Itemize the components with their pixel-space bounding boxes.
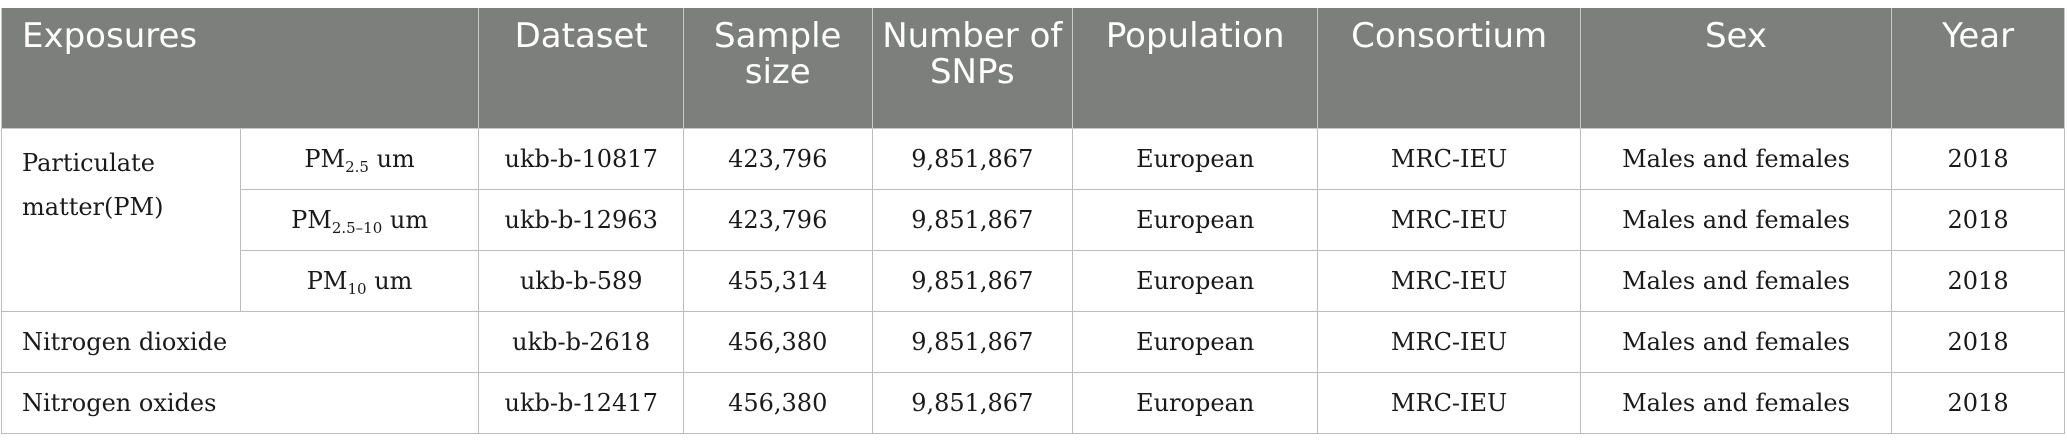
sample-size-cell: 456,380 — [682, 311, 873, 373]
sex-cell: Males and females — [1579, 250, 1893, 312]
header-year: Year — [1891, 8, 2065, 129]
dataset-cell: ukb-b-12417 — [478, 372, 684, 434]
dataset-cell: ukb-b-10817 — [478, 128, 684, 190]
population-cell: European — [1072, 311, 1319, 373]
year-cell: 2018 — [1891, 250, 2065, 312]
consortium-cell: MRC-IEU — [1317, 250, 1581, 312]
exposure-group-cell: Particulate matter(PM) — [1, 128, 241, 312]
consortium-cell: MRC-IEU — [1317, 311, 1581, 373]
table-row: Nitrogen oxides ukb-b-12417 456,380 9,85… — [0, 372, 2065, 434]
sub-exposure-cell: PM10 um — [239, 250, 480, 312]
table-row: PM10 um ukb-b-589 455,314 9,851,867 Euro… — [2, 250, 2065, 312]
sex-cell: Males and females — [1579, 311, 1893, 373]
sample-size-cell: 455,314 — [682, 250, 873, 312]
snps-cell: 9,851,867 — [871, 250, 1074, 312]
consortium-cell: MRC-IEU — [1317, 189, 1581, 251]
snps-cell: 9,851,867 — [871, 128, 1074, 190]
dataset-cell: ukb-b-589 — [478, 250, 684, 312]
sex-cell: Males and females — [1579, 128, 1893, 190]
sub-exposure-cell: PM2.5 um — [239, 128, 480, 190]
header-row: Exposures Dataset Sample size Number of … — [0, 8, 2065, 129]
year-cell: 2018 — [1891, 128, 2065, 190]
snps-cell: 9,851,867 — [871, 372, 1074, 434]
exposure-cell: Nitrogen oxides — [0, 372, 480, 434]
consortium-cell: MRC-IEU — [1317, 128, 1581, 190]
exposures-table: Exposures Dataset Sample size Number of … — [0, 8, 2065, 434]
year-cell: 2018 — [1891, 311, 2065, 373]
table-row: PM2.5–10 um ukb-b-12963 423,796 9,851,86… — [2, 189, 2065, 251]
sample-size-cell: 423,796 — [682, 128, 873, 190]
population-cell: European — [1072, 189, 1319, 251]
consortium-cell: MRC-IEU — [1317, 372, 1581, 434]
header-population: Population — [1072, 8, 1319, 129]
header-exposures: Exposures — [0, 8, 480, 129]
population-cell: European — [1072, 250, 1319, 312]
dataset-cell: ukb-b-2618 — [478, 311, 684, 373]
exposure-cell: Nitrogen dioxide — [0, 311, 480, 373]
table-row: Nitrogen dioxide ukb-b-2618 456,380 9,85… — [0, 311, 2065, 373]
sub-exposure-cell: PM2.5–10 um — [239, 189, 480, 251]
header-sample-size: Sample size — [682, 8, 873, 129]
snps-cell: 9,851,867 — [871, 189, 1074, 251]
table-row: Particulate matter(PM) PM2.5 um ukb-b-10… — [1, 128, 2065, 312]
sample-size-cell: 423,796 — [682, 189, 873, 251]
snps-cell: 9,851,867 — [871, 311, 1074, 373]
population-cell: European — [1072, 372, 1319, 434]
header-dataset: Dataset — [478, 8, 684, 129]
sex-cell: Males and females — [1579, 189, 1893, 251]
population-cell: European — [1072, 128, 1319, 190]
year-cell: 2018 — [1891, 189, 2065, 251]
header-consortium: Consortium — [1317, 8, 1581, 129]
header-number-of-snps: Number of SNPs — [871, 8, 1074, 129]
year-cell: 2018 — [1891, 372, 2065, 434]
header-sex: Sex — [1579, 8, 1893, 129]
dataset-cell: ukb-b-12963 — [478, 189, 684, 251]
sex-cell: Males and females — [1579, 372, 1893, 434]
sample-size-cell: 456,380 — [682, 372, 873, 434]
